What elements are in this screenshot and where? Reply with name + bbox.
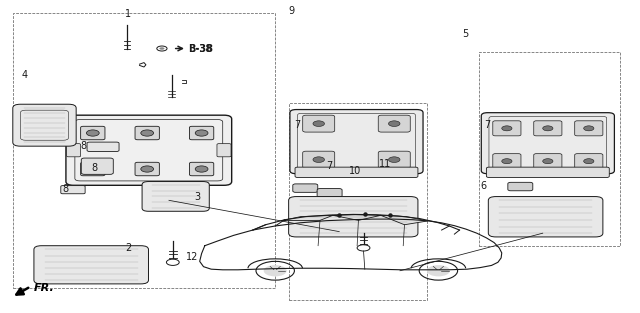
Text: 7: 7	[326, 161, 333, 171]
Text: 8: 8	[63, 184, 69, 194]
Text: B-38: B-38	[189, 44, 211, 54]
Text: 2: 2	[125, 243, 132, 253]
FancyBboxPatch shape	[81, 126, 105, 140]
FancyBboxPatch shape	[293, 184, 317, 192]
FancyBboxPatch shape	[378, 151, 410, 168]
FancyBboxPatch shape	[189, 162, 214, 176]
FancyBboxPatch shape	[493, 154, 521, 169]
Circle shape	[141, 166, 154, 172]
Circle shape	[195, 130, 208, 136]
Text: 6: 6	[480, 181, 486, 191]
Circle shape	[86, 166, 99, 172]
Text: 4: 4	[22, 70, 28, 80]
Circle shape	[159, 47, 164, 50]
Circle shape	[543, 126, 553, 131]
Circle shape	[584, 159, 594, 164]
Circle shape	[427, 265, 450, 276]
Text: 8: 8	[81, 141, 87, 151]
FancyBboxPatch shape	[290, 110, 423, 174]
Text: 9: 9	[288, 6, 294, 16]
FancyBboxPatch shape	[493, 121, 521, 136]
FancyBboxPatch shape	[575, 121, 603, 136]
Text: 7: 7	[294, 120, 301, 130]
FancyBboxPatch shape	[34, 246, 148, 284]
Circle shape	[543, 159, 553, 164]
FancyBboxPatch shape	[13, 104, 76, 146]
FancyBboxPatch shape	[317, 188, 342, 197]
FancyBboxPatch shape	[135, 126, 159, 140]
Text: FR.: FR.	[33, 283, 54, 293]
FancyBboxPatch shape	[81, 158, 113, 174]
FancyBboxPatch shape	[486, 167, 609, 177]
Circle shape	[502, 126, 512, 131]
FancyBboxPatch shape	[534, 121, 562, 136]
FancyBboxPatch shape	[303, 115, 335, 132]
Circle shape	[264, 265, 287, 276]
FancyBboxPatch shape	[189, 126, 214, 140]
Text: 10: 10	[349, 166, 361, 176]
Circle shape	[141, 130, 154, 136]
FancyBboxPatch shape	[81, 162, 105, 176]
Text: 7: 7	[484, 120, 491, 130]
Text: 11: 11	[379, 159, 391, 169]
FancyBboxPatch shape	[66, 115, 232, 185]
FancyBboxPatch shape	[575, 154, 603, 169]
FancyBboxPatch shape	[508, 182, 533, 191]
FancyBboxPatch shape	[289, 197, 418, 237]
Circle shape	[388, 121, 400, 126]
FancyBboxPatch shape	[303, 151, 335, 168]
FancyBboxPatch shape	[135, 162, 159, 176]
FancyBboxPatch shape	[61, 186, 85, 194]
Circle shape	[502, 159, 512, 164]
FancyBboxPatch shape	[142, 182, 209, 211]
Circle shape	[313, 121, 324, 126]
Bar	[289, 103, 427, 300]
Polygon shape	[282, 215, 333, 221]
Circle shape	[313, 157, 324, 162]
Text: 3: 3	[195, 192, 201, 202]
FancyBboxPatch shape	[87, 142, 119, 151]
FancyBboxPatch shape	[378, 115, 410, 132]
Bar	[13, 13, 275, 288]
FancyBboxPatch shape	[67, 144, 81, 157]
Circle shape	[388, 157, 400, 162]
Bar	[479, 52, 620, 246]
Text: 12: 12	[186, 252, 198, 262]
Circle shape	[195, 166, 208, 172]
Polygon shape	[381, 215, 428, 225]
FancyBboxPatch shape	[534, 154, 562, 169]
Circle shape	[584, 126, 594, 131]
FancyBboxPatch shape	[295, 167, 418, 177]
FancyBboxPatch shape	[488, 197, 603, 237]
Text: 1: 1	[125, 9, 131, 19]
Text: 8: 8	[91, 163, 97, 173]
Polygon shape	[333, 215, 381, 220]
FancyBboxPatch shape	[481, 113, 614, 174]
Text: B-38: B-38	[188, 44, 213, 54]
Circle shape	[86, 130, 99, 136]
Text: 5: 5	[462, 29, 468, 39]
FancyBboxPatch shape	[217, 144, 231, 157]
